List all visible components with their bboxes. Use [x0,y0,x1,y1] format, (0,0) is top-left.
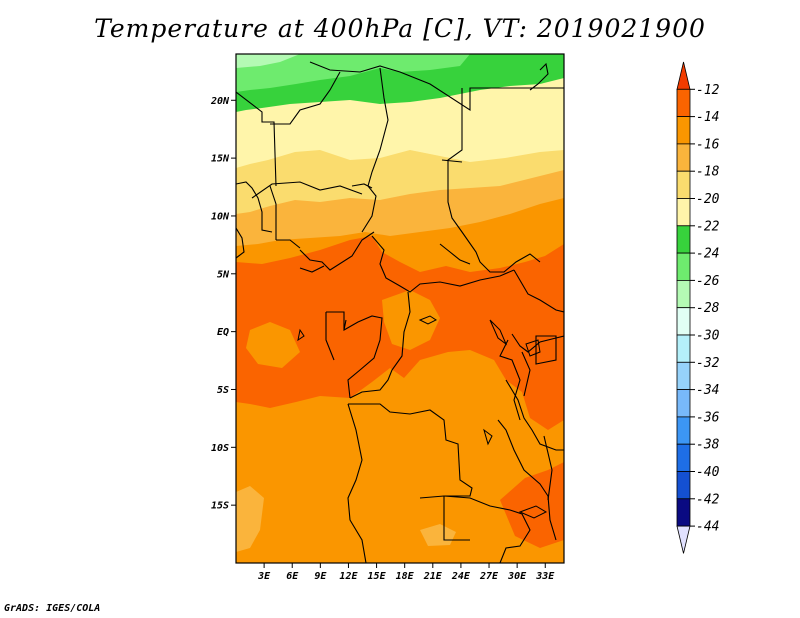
lon-tick-label: 21E [423,571,443,582]
lat-tick-label: 5N [217,269,230,280]
colorbar-swatch [676,361,691,390]
lat-tick-label: 20N [210,96,230,107]
temperature-field [236,54,564,563]
colorbar-swatch [676,471,691,500]
footer-credit: GrADS: IGES/COLA [4,603,101,614]
colorbar-swatch [676,170,691,199]
colorbar-swatch-bottom [676,525,691,554]
lat-tick-label: 5S [217,385,229,396]
lakes [297,315,548,519]
field-island-orange-2 [246,322,300,368]
colorbar-swatch [676,88,691,118]
colorbar-swatch [676,225,691,254]
colorbar-label: -40 [696,465,720,480]
colorbar-label: -36 [696,410,720,425]
colorbar-swatch [676,416,691,445]
colorbar-label: -12 [696,83,720,98]
lon-tick-label: 12E [339,571,358,582]
field-band-lightgreen [236,54,470,92]
colorbar-label: -22 [696,219,720,234]
colorbar-swatch [676,389,691,418]
field-island-orange [382,290,440,350]
lat-tick-label: 10S [211,443,229,454]
colorbar-label: -34 [696,383,719,398]
lon-tick-label: 9E [314,571,327,582]
field-band-red-se [500,462,564,548]
colorbar-label: -24 [696,247,719,262]
lon-tick-label: 15E [368,571,387,582]
colorbar-label: -28 [696,301,720,316]
country-borders [236,61,564,563]
lon-tick-label: 33E [535,571,555,582]
colorbar-label: -38 [696,438,720,453]
colorbar-label: -18 [696,165,720,180]
lat-tick-label: 10N [211,211,230,222]
axis-ticks: 20N 15N 10N 5N EQ 5S 10S 15S 3E 6E 9E 12E 15E 18E 21E 2… [210,96,555,582]
colorbar-swatch [676,279,691,309]
lon-tick-label: 24E [451,571,471,582]
colorbar-swatch [676,252,691,281]
colorbar-swatch [676,307,691,336]
colorbar-swatch [676,443,691,472]
lat-tick-label: 15S [211,501,229,512]
colorbar-label: -14 [696,110,719,125]
lon-tick-label: 27E [479,571,499,582]
colorbar-swatch [676,498,691,527]
colorbar-label: -20 [696,192,720,207]
lon-tick-label: 6E [286,571,299,582]
field-band-lightorange-sw [236,486,264,552]
lat-tick-label: 15N [211,154,230,165]
field-island-orange-3 [440,370,496,412]
colorbar-label: -32 [696,356,720,371]
colorbar-swatch [676,143,691,172]
lon-tick-label: 30E [507,571,527,582]
map-frame [235,53,565,564]
colorbar-label: -26 [696,274,720,289]
colorbar-swatch-top [676,61,691,90]
colorbar-label: -44 [696,520,719,535]
colorbar-swatch [676,116,691,145]
colorbar-label: -42 [696,492,720,507]
colorbar-label: -16 [696,137,720,152]
colorbar-swatch [676,198,691,227]
colorbar-label: -30 [696,329,720,344]
lon-tick-label: 18E [396,571,415,582]
colorbar-swatch [676,334,691,363]
field-band-palegreen [236,54,300,68]
map-title: Temperature at 400hPa [C], VT: 201902190… [94,14,706,43]
lon-tick-label: 3E [257,571,271,582]
lat-tick-label: EQ [217,327,229,338]
